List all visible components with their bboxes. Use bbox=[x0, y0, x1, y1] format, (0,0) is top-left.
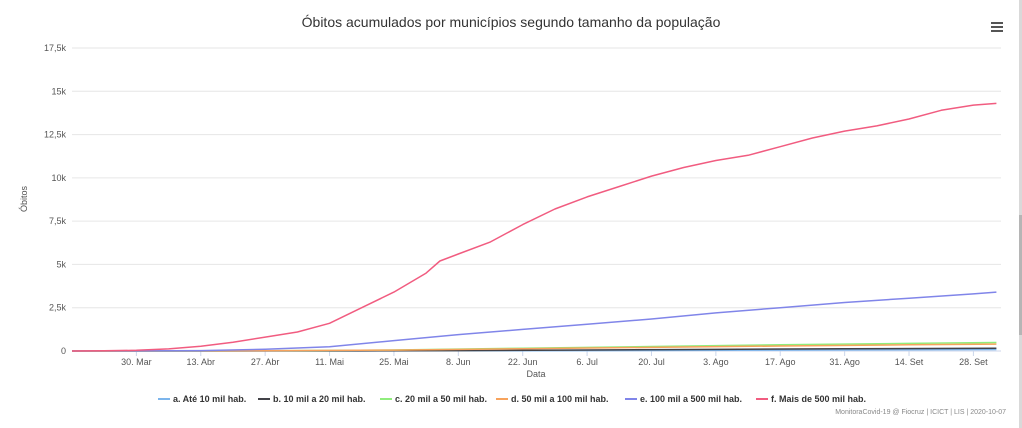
x-tick-label: 25. Mai bbox=[379, 357, 409, 367]
chart-menu-button[interactable] bbox=[988, 17, 1006, 35]
x-tick-label: 17. Ago bbox=[765, 357, 796, 367]
y-axis-ticks: 0 2,5k 5k 7,5k 10k 12,5k 15k 17,5k bbox=[44, 43, 67, 356]
x-axis-title: Data bbox=[526, 369, 545, 379]
x-tick-label: 3. Ago bbox=[703, 357, 729, 367]
x-tick-label: 6. Jul bbox=[576, 357, 598, 367]
legend-item-b[interactable]: b. 10 mil a 20 mil hab. bbox=[258, 394, 366, 404]
x-tick-label: 31. Ago bbox=[829, 357, 860, 367]
series-line-d[interactable] bbox=[71, 343, 997, 352]
x-tick-label: 30. Mar bbox=[121, 357, 152, 367]
legend-item-e[interactable]: e. 100 mil a 500 mil hab. bbox=[625, 394, 742, 404]
chart-title: Óbitos acumulados por municípios segundo… bbox=[302, 14, 721, 30]
x-axis-ticks: 30. Mar 13. Abr 27. Abr 11. Mai 25. Mai 8. Ju… bbox=[121, 351, 988, 367]
legend-label: a. Até 10 mil hab. bbox=[173, 394, 246, 404]
series-lines bbox=[71, 102, 997, 352]
legend-label: e. 100 mil a 500 mil hab. bbox=[640, 394, 742, 404]
x-tick-label: 13. Abr bbox=[187, 357, 216, 367]
legend-label: d. 50 mil a 100 mil hab. bbox=[511, 394, 609, 404]
grid-lines bbox=[72, 47, 1001, 309]
x-tick-label: 28. Set bbox=[959, 357, 988, 367]
y-tick-label: 12,5k bbox=[44, 130, 67, 140]
legend: a. Até 10 mil hab. b. 10 mil a 20 mil hab… bbox=[158, 394, 866, 404]
x-tick-label: 20. Jul bbox=[638, 357, 665, 367]
y-axis-title: Óbitos bbox=[19, 185, 29, 212]
legend-item-d[interactable]: d. 50 mil a 100 mil hab. bbox=[496, 394, 609, 404]
legend-label: c. 20 mil a 50 mil hab. bbox=[395, 394, 487, 404]
legend-item-f[interactable]: f. Mais de 500 mil hab. bbox=[756, 394, 866, 404]
y-tick-label: 5k bbox=[56, 259, 66, 269]
y-tick-label: 2,5k bbox=[49, 303, 67, 313]
legend-item-a[interactable]: a. Até 10 mil hab. bbox=[158, 394, 246, 404]
legend-label: b. 10 mil a 20 mil hab. bbox=[273, 394, 366, 404]
x-tick-label: 27. Abr bbox=[251, 357, 280, 367]
y-tick-label: 7,5k bbox=[49, 216, 67, 226]
series-line-e[interactable] bbox=[71, 291, 997, 352]
x-tick-label: 11. Mai bbox=[315, 357, 344, 367]
hamburger-menu-icon bbox=[991, 22, 1003, 32]
credits-text: MonitoraCovid-19 @ Fiocruz | ICICT | LIS… bbox=[835, 409, 1006, 416]
legend-label: f. Mais de 500 mil hab. bbox=[771, 394, 866, 404]
x-tick-label: 14. Set bbox=[895, 357, 924, 367]
legend-item-c[interactable]: c. 20 mil a 50 mil hab. bbox=[380, 394, 487, 404]
y-tick-label: 17,5k bbox=[44, 43, 67, 53]
x-tick-label: 8. Jun bbox=[446, 357, 471, 367]
y-tick-label: 10k bbox=[51, 173, 66, 183]
scrollbar-thumb[interactable] bbox=[1019, 215, 1022, 335]
x-tick-label: 22. Jun bbox=[508, 357, 538, 367]
series-line-f[interactable] bbox=[71, 102, 997, 352]
y-tick-label: 15k bbox=[51, 86, 66, 96]
y-tick-label: 0 bbox=[61, 346, 66, 356]
